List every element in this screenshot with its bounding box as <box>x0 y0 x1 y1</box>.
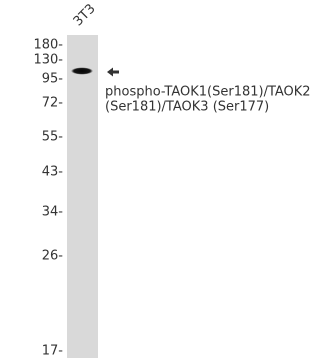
marker-label: 95- <box>42 72 64 87</box>
blot-figure: 3T3 180-130- 95- 72- 55- 43- 34- 26- 17- phosph… <box>0 0 311 358</box>
marker-label: 55- <box>42 130 64 145</box>
marker-label: 72- <box>42 96 64 111</box>
marker-label: 130- <box>33 53 63 68</box>
annotation-line: (Ser181)/TAOK3 (Ser177) <box>105 100 269 115</box>
marker-label: 180- <box>33 38 63 53</box>
lane-label: 3T3 <box>71 1 99 29</box>
marker-label: 43- <box>42 165 64 180</box>
marker-labels: 180-130- 95- 72- 55- 43- 34- 26- 17- <box>33 38 63 359</box>
lane <box>67 35 98 358</box>
marker-label: 17- <box>42 344 64 359</box>
band <box>71 67 93 74</box>
marker-label: 34- <box>42 205 64 220</box>
marker-label: 26- <box>42 249 64 264</box>
arrow <box>107 68 119 77</box>
annotation-line: phospho-TAOK1(Ser181)/TAOK2 <box>105 85 311 100</box>
